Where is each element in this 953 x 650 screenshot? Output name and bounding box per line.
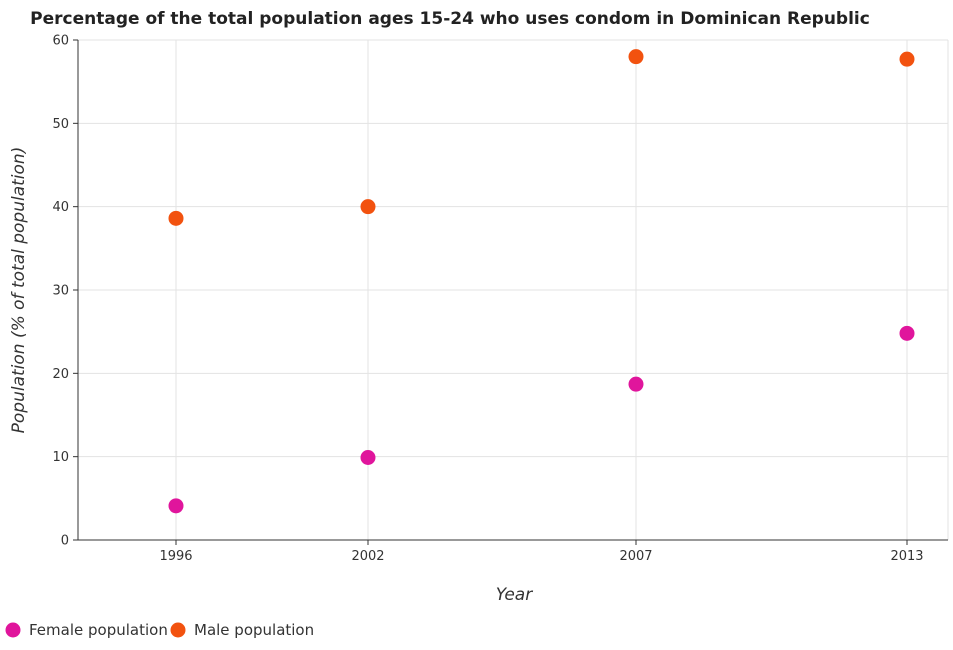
y-tick-label: 40 — [52, 200, 69, 215]
male-point-1996 — [168, 210, 184, 226]
female-point-2002 — [360, 450, 376, 465]
female-point-1996 — [168, 498, 184, 514]
y-axis-label: Population (% of total population) — [9, 147, 29, 434]
y-tick-labels: 0 10 20 30 40 50 60 — [52, 34, 78, 549]
data-points — [168, 49, 915, 514]
legend: Female population Male population — [5, 621, 314, 639]
grid — [78, 39, 949, 541]
x-tick-labels: 1996 2002 2007 2013 — [159, 540, 924, 564]
female-point-2007 — [628, 376, 644, 392]
y-tick-label: 30 — [52, 284, 69, 299]
legend-label: Male population — [194, 621, 314, 639]
x-tick-label: 2002 — [351, 549, 384, 564]
legend-label: Female population — [29, 621, 168, 639]
x-axis-label: Year — [496, 585, 533, 605]
female-point-2013 — [899, 325, 915, 341]
x-tick-label: 1996 — [159, 549, 192, 564]
legend-marker — [5, 622, 21, 638]
male-point-2002 — [360, 199, 376, 215]
y-tick-label: 20 — [52, 367, 69, 382]
x-tick-label: 2007 — [619, 549, 652, 564]
y-tick-label: 0 — [61, 534, 69, 549]
y-tick-label: 10 — [52, 450, 69, 465]
male-point-2013 — [899, 51, 915, 67]
y-tick-label: 60 — [52, 34, 69, 49]
chart-title: Percentage of the total population ages … — [30, 9, 870, 29]
y-tick-label: 50 — [52, 117, 69, 132]
male-point-2007 — [628, 49, 644, 65]
x-tick-label: 2013 — [890, 549, 923, 564]
legend-marker — [170, 622, 186, 638]
